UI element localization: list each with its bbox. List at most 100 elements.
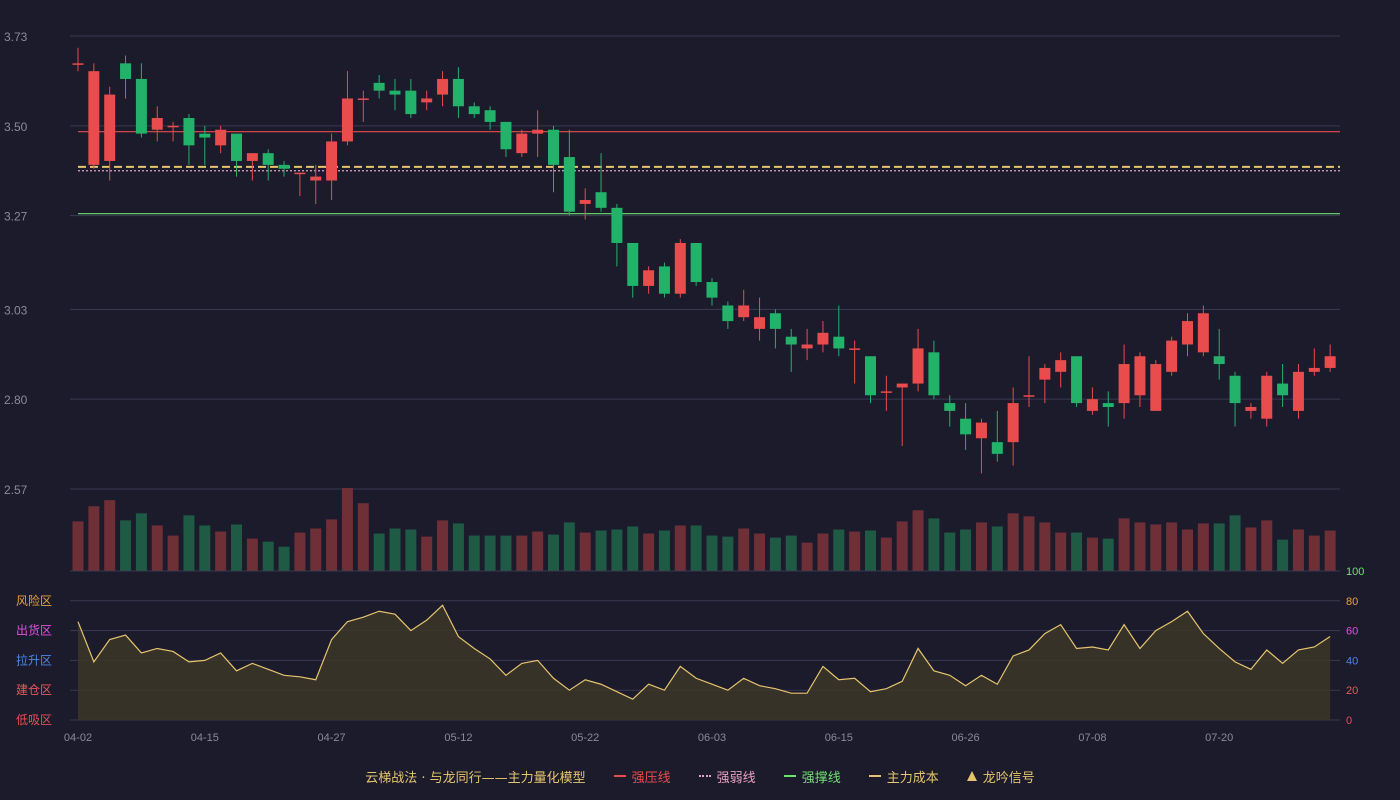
candle-body	[738, 305, 750, 318]
volume-bar	[706, 535, 718, 571]
volume-bar	[1197, 523, 1209, 571]
legend-item-dragon-signal[interactable]: 龙吟信号	[966, 767, 1035, 786]
candle	[865, 356, 876, 404]
candle-body	[88, 71, 100, 165]
candle	[500, 121, 512, 158]
candle-body	[865, 356, 876, 396]
legend-item-main-cost[interactable]: 主力成本	[868, 767, 939, 786]
legend-label: 强压线	[631, 770, 671, 786]
candle-body	[944, 403, 956, 411]
legend-item-strong-support[interactable]: 强撑线	[783, 767, 841, 786]
candle-body	[1039, 367, 1051, 380]
volume-bar	[690, 525, 702, 571]
candle-body	[1166, 340, 1178, 372]
volume-bar	[135, 513, 147, 571]
solid-line-icon	[783, 775, 796, 777]
candle-body	[1277, 383, 1289, 396]
candle	[785, 328, 797, 372]
volume-bar	[341, 488, 353, 571]
volume-bar	[421, 536, 433, 571]
candle	[928, 340, 940, 400]
volume-bar	[627, 526, 639, 571]
candle	[389, 78, 401, 111]
candle-body	[278, 164, 290, 169]
candle	[849, 340, 861, 384]
candle-body	[785, 336, 797, 345]
price-tick-label: 3.03	[4, 303, 28, 317]
candle-body	[975, 422, 987, 439]
kline-chart: 3.73 3.50 3.27 3.03 2.80 2.57 100 80 60 40 20 0 风险区…	[4, 30, 1364, 744]
candle-body	[135, 78, 147, 134]
osc-zone-label: 出货区	[16, 623, 52, 638]
volume-bar	[1118, 518, 1130, 571]
volume-bars	[72, 488, 1336, 571]
volume-bar	[294, 532, 306, 571]
candle-body	[246, 153, 258, 161]
volume-bar	[357, 503, 369, 571]
candle-body	[960, 418, 972, 435]
volume-bar	[151, 525, 163, 571]
candle	[1023, 356, 1035, 407]
legend-title: 云梯战法 · 与龙同行——主力量化模型	[365, 770, 586, 786]
candle	[310, 164, 322, 204]
candle-body	[1007, 403, 1019, 443]
volume-bar	[262, 541, 274, 571]
legend-item-strength-line[interactable]: 强弱线	[698, 767, 756, 786]
candle	[611, 203, 623, 267]
candle-body	[912, 348, 924, 384]
candle	[706, 278, 718, 306]
candle	[452, 67, 464, 119]
candle	[1245, 403, 1257, 419]
osc-area	[78, 605, 1331, 720]
price-tick-label: 2.80	[4, 393, 28, 407]
volume-bar	[912, 510, 924, 571]
candle-body	[1118, 364, 1130, 404]
candle	[643, 266, 655, 294]
candle-body	[991, 442, 1003, 454]
legend-item-strong-pressure[interactable]: 强压线	[613, 767, 671, 786]
legend-label: 强撑线	[801, 770, 841, 786]
candle	[912, 328, 924, 392]
volume-bar	[801, 542, 813, 571]
volume-bar	[199, 525, 211, 571]
price-tick-label: 2.57	[4, 483, 28, 497]
candle	[769, 309, 781, 349]
candle	[341, 71, 353, 146]
volume-bar	[1134, 522, 1146, 571]
candle-body	[627, 242, 639, 286]
candle	[1071, 356, 1083, 407]
candle	[1007, 387, 1019, 466]
candle-body	[643, 270, 655, 286]
candle-body	[706, 282, 718, 298]
candle	[754, 297, 766, 341]
candle	[627, 242, 639, 298]
candle-body	[1324, 356, 1336, 368]
grid-layer	[70, 35, 1340, 490]
volume-bar	[516, 535, 528, 571]
candle	[199, 125, 211, 165]
volume-bar	[754, 533, 766, 571]
volume-bar	[1055, 532, 1067, 571]
candle	[516, 129, 528, 158]
volume-bar	[1102, 538, 1114, 571]
candle-body	[1086, 399, 1098, 411]
osc-tick-label: 40	[1346, 655, 1358, 667]
volume-bar	[548, 534, 559, 571]
x-tick-label: 05-22	[571, 732, 599, 744]
volume-bar	[579, 532, 591, 571]
volume-bar	[1292, 529, 1304, 571]
candle-body	[357, 98, 369, 100]
candle-body	[1308, 367, 1320, 372]
candle-body	[1261, 375, 1273, 419]
volume-bar	[880, 537, 892, 571]
candle-body	[262, 153, 274, 165]
candle-body	[421, 98, 433, 103]
candle	[246, 153, 258, 181]
candle-body	[722, 305, 734, 322]
candle	[1166, 336, 1178, 376]
volume-bar	[278, 546, 290, 571]
volume-bar	[991, 526, 1003, 571]
volume-bar	[452, 523, 464, 571]
volume-bar	[215, 531, 227, 571]
price-tick-label: 3.73	[4, 30, 28, 44]
